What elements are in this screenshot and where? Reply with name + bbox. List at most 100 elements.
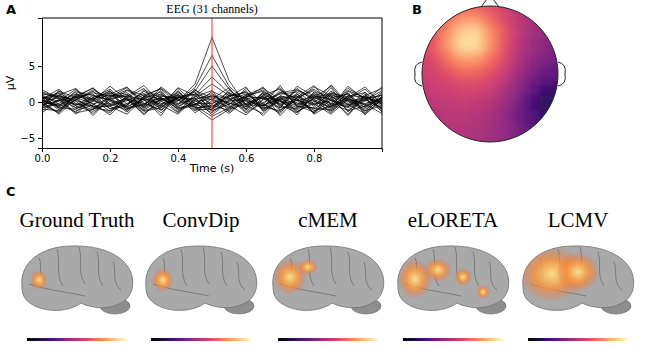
topomap-cell xyxy=(412,109,427,124)
topomap-cell xyxy=(540,124,555,139)
topomap-cell xyxy=(483,67,498,82)
topomap-cell xyxy=(440,67,455,82)
brain xyxy=(146,246,257,314)
head-outline xyxy=(422,6,558,142)
time-marker xyxy=(211,18,212,148)
y-tick-mark xyxy=(38,102,42,103)
topomap-cell xyxy=(455,138,470,153)
sulcus xyxy=(79,247,85,284)
topomap-cell xyxy=(497,24,512,39)
chart-title: EEG (31 channels) xyxy=(166,2,257,16)
topomap-cell xyxy=(525,95,540,110)
topomap-cell xyxy=(540,53,555,68)
topomap-cell xyxy=(440,53,455,68)
topomap-cell xyxy=(497,109,512,124)
topomap-cell xyxy=(525,67,540,82)
colorbar xyxy=(278,338,378,341)
topomap-cell xyxy=(440,0,455,11)
topomap-cell xyxy=(440,138,455,153)
topomap-cell xyxy=(525,0,540,11)
sulcus xyxy=(57,249,63,286)
topomap-cell xyxy=(511,53,526,68)
y-axis-title: µV xyxy=(4,75,17,90)
topomap-cell xyxy=(440,24,455,39)
topomap-cell xyxy=(469,39,484,54)
method-title: eLORETA xyxy=(408,208,499,232)
method-title: Ground Truth xyxy=(20,208,135,232)
topomap-cell xyxy=(483,109,498,124)
y-axis: −5 0 5 xyxy=(20,19,42,149)
topomap-cell xyxy=(412,124,427,139)
activation xyxy=(152,268,174,292)
topomap-cell xyxy=(497,95,512,110)
topomap xyxy=(412,0,569,153)
x-tick-label: 0.0 xyxy=(35,153,51,164)
activation xyxy=(398,258,490,299)
cortex xyxy=(146,246,257,310)
method-title: cMEM xyxy=(298,208,358,232)
topomap-cell xyxy=(455,81,470,96)
sulcus xyxy=(489,262,497,290)
cortex xyxy=(22,246,133,310)
activation-blob xyxy=(454,268,472,286)
topomap-cell xyxy=(511,109,526,124)
topomap-cell xyxy=(440,81,455,96)
topomap-cell xyxy=(511,67,526,82)
topomap-cell xyxy=(525,24,540,39)
y-tick-mark xyxy=(38,66,42,67)
topomap-cell xyxy=(455,24,470,39)
topomap-cell xyxy=(497,67,512,82)
sulcus xyxy=(237,262,245,290)
tick: 0.4 xyxy=(171,148,187,164)
brain xyxy=(398,246,509,314)
tick: 0.0 xyxy=(35,148,51,164)
topomap-cell xyxy=(440,95,455,110)
cortex xyxy=(398,246,509,310)
topomap-cell xyxy=(455,39,470,54)
topomap-cell xyxy=(497,53,512,68)
topomap-cell xyxy=(412,0,427,11)
topomap-cell xyxy=(483,24,498,39)
panel-label: B xyxy=(412,2,422,17)
y-tick-label: 5 xyxy=(29,61,35,72)
topomap-cell xyxy=(455,67,470,82)
topomap-cell xyxy=(469,24,484,39)
sulcus xyxy=(113,262,121,290)
sulcus xyxy=(348,252,354,286)
x-tick-label: 0.4 xyxy=(171,153,187,164)
method-title: LCMV xyxy=(548,208,609,232)
y-tick-label: 0 xyxy=(29,97,35,108)
topomap-cell xyxy=(469,109,484,124)
sulcus xyxy=(330,247,336,284)
topomap-cell xyxy=(412,67,427,82)
y-tick-label: −5 xyxy=(20,133,35,144)
topomap-cells xyxy=(412,0,569,153)
tick: −5 xyxy=(20,133,42,144)
topomap-cell xyxy=(412,138,427,153)
topomap-cell xyxy=(455,95,470,110)
topomap-cell xyxy=(412,24,427,39)
topomap-cell xyxy=(469,53,484,68)
topomap-cell xyxy=(511,81,526,96)
x-tick-label: 0.2 xyxy=(103,153,119,164)
activation-blob xyxy=(152,268,174,292)
axis-line xyxy=(43,149,383,153)
topomap-cell xyxy=(469,67,484,82)
axis-line xyxy=(38,19,43,149)
topomap-cell xyxy=(483,39,498,54)
x-tick-mark xyxy=(314,148,315,152)
topomap-cell xyxy=(483,10,498,25)
topomap-cell xyxy=(554,39,569,54)
activation-blob xyxy=(298,259,318,275)
sulcus xyxy=(614,262,622,290)
topomap-cell xyxy=(426,67,441,82)
topomap-cell xyxy=(483,81,498,96)
topomap-cell xyxy=(540,67,555,82)
colorbar xyxy=(528,338,628,341)
frame-right xyxy=(382,18,383,148)
topomap-cell xyxy=(554,53,569,68)
topomap-cell xyxy=(511,95,526,110)
method-title: ConvDip xyxy=(162,208,239,232)
frame-top xyxy=(42,18,382,19)
tick: 0 xyxy=(29,97,42,108)
